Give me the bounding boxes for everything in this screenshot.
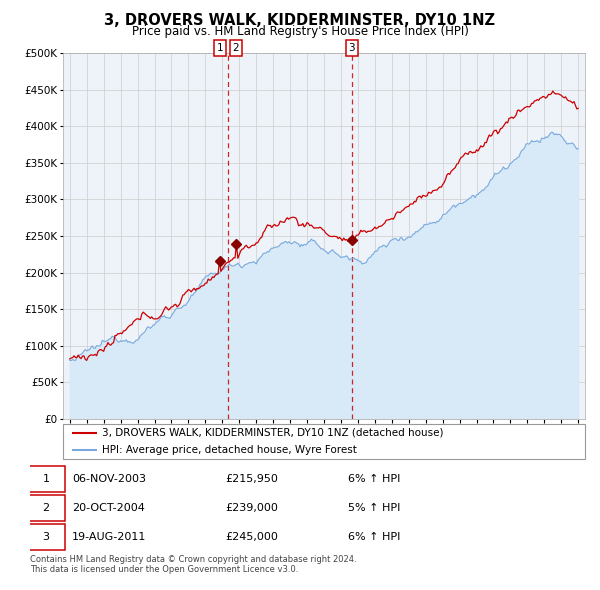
Text: 3: 3 (349, 43, 355, 53)
Text: Price paid vs. HM Land Registry's House Price Index (HPI): Price paid vs. HM Land Registry's House … (131, 25, 469, 38)
Text: HPI: Average price, detached house, Wyre Forest: HPI: Average price, detached house, Wyre… (102, 445, 357, 455)
Text: 6% ↑ HPI: 6% ↑ HPI (348, 474, 400, 484)
Text: £215,950: £215,950 (226, 474, 278, 484)
Text: 20-OCT-2004: 20-OCT-2004 (72, 503, 145, 513)
FancyBboxPatch shape (63, 424, 585, 459)
Text: 6% ↑ HPI: 6% ↑ HPI (348, 532, 400, 542)
Text: 3, DROVERS WALK, KIDDERMINSTER, DY10 1NZ: 3, DROVERS WALK, KIDDERMINSTER, DY10 1NZ (104, 13, 496, 28)
Text: This data is licensed under the Open Government Licence v3.0.: This data is licensed under the Open Gov… (30, 565, 298, 574)
Text: 3: 3 (43, 532, 50, 542)
FancyBboxPatch shape (27, 495, 65, 521)
Text: 5% ↑ HPI: 5% ↑ HPI (348, 503, 400, 513)
Text: 19-AUG-2011: 19-AUG-2011 (72, 532, 146, 542)
Text: 1: 1 (43, 474, 50, 484)
Text: 3, DROVERS WALK, KIDDERMINSTER, DY10 1NZ (detached house): 3, DROVERS WALK, KIDDERMINSTER, DY10 1NZ… (102, 428, 443, 438)
Text: £239,000: £239,000 (226, 503, 278, 513)
Text: 2: 2 (233, 43, 239, 53)
Text: 06-NOV-2003: 06-NOV-2003 (72, 474, 146, 484)
FancyBboxPatch shape (27, 466, 65, 492)
FancyBboxPatch shape (27, 524, 65, 550)
Text: 2: 2 (43, 503, 50, 513)
Text: Contains HM Land Registry data © Crown copyright and database right 2024.: Contains HM Land Registry data © Crown c… (30, 555, 356, 563)
Text: £245,000: £245,000 (226, 532, 278, 542)
Text: 1: 1 (217, 43, 223, 53)
